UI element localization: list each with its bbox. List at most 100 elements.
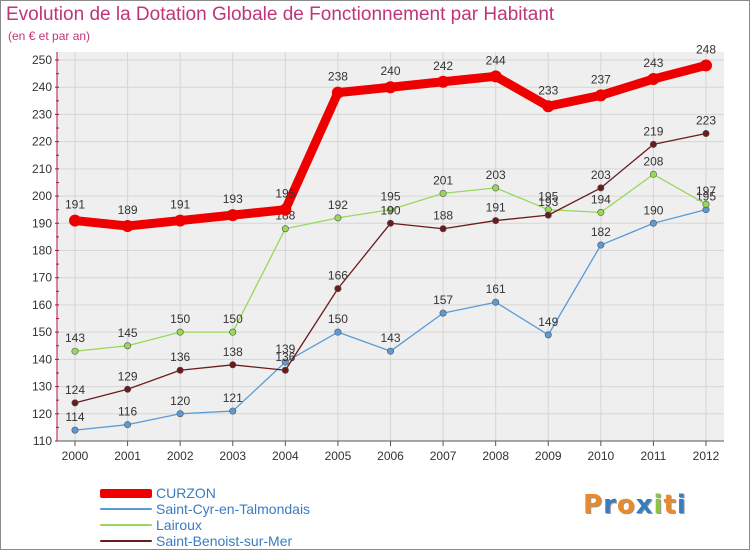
data-point <box>176 366 184 374</box>
x-tick-label: 2009 <box>535 449 562 463</box>
data-point <box>492 184 500 192</box>
data-label: 161 <box>486 282 506 296</box>
data-label: 237 <box>591 72 611 86</box>
y-tick-label: 110 <box>33 434 52 448</box>
data-point <box>439 309 447 317</box>
x-tick-label: 2001 <box>114 449 141 463</box>
data-label: 195 <box>538 190 558 204</box>
y-tick-label: 250 <box>32 53 52 67</box>
data-point <box>597 184 605 192</box>
data-label: 191 <box>486 201 506 215</box>
legend-label: Lairoux <box>156 517 202 533</box>
logo-letter: o <box>616 490 636 520</box>
data-label: 240 <box>380 64 400 78</box>
data-point <box>71 347 79 355</box>
data-label: 120 <box>170 394 190 408</box>
y-tick-label: 190 <box>32 216 52 230</box>
data-point <box>386 347 394 355</box>
data-point <box>334 214 342 222</box>
data-label: 149 <box>538 315 558 329</box>
data-point <box>176 410 184 418</box>
data-label: 233 <box>538 83 558 97</box>
data-label: 188 <box>433 209 453 223</box>
logo-letter: r <box>603 490 617 520</box>
data-label: 201 <box>433 173 453 187</box>
data-label: 150 <box>328 312 348 326</box>
data-point <box>281 366 289 374</box>
y-tick-label: 230 <box>32 107 52 121</box>
data-point <box>544 211 552 219</box>
logo-letter: P <box>583 490 604 520</box>
legend-item: Lairoux <box>100 517 202 533</box>
data-label: 150 <box>170 312 190 326</box>
proxiti-logo: Proxiti <box>583 490 687 520</box>
data-point <box>69 214 81 227</box>
chart-title: Evolution de la Dotation Globale de Fonc… <box>6 4 555 25</box>
data-point <box>176 328 184 336</box>
data-point <box>279 203 292 216</box>
data-label: 121 <box>223 391 243 405</box>
data-point <box>492 217 500 225</box>
data-label: 190 <box>380 203 400 217</box>
data-label: 191 <box>65 198 85 212</box>
y-tick-label: 220 <box>32 135 52 149</box>
data-point <box>386 206 394 214</box>
data-point <box>439 225 447 233</box>
y-tick-label: 200 <box>32 189 52 203</box>
legend-item: Saint-Cyr-en-Talmondais <box>100 501 310 517</box>
data-label: 190 <box>643 203 663 217</box>
data-label: 248 <box>696 42 716 56</box>
data-point <box>647 73 660 86</box>
data-label: 193 <box>538 195 558 209</box>
data-point <box>71 399 79 407</box>
y-tick-label: 130 <box>32 380 52 394</box>
series-saint-benoist-sur-mer: 124 129 136 138 136 166 190 188 191 193 203 219 223 <box>65 113 716 407</box>
data-label: 203 <box>486 168 506 182</box>
data-point <box>439 189 447 197</box>
y-tick-label: 120 <box>32 407 52 421</box>
y-tick-label: 150 <box>32 325 52 339</box>
data-label: 244 <box>486 53 506 67</box>
x-tick-label: 2005 <box>325 449 352 463</box>
y-tick-label: 170 <box>32 271 52 285</box>
x-tick-label: 2000 <box>62 449 89 463</box>
legend-swatch <box>100 488 152 498</box>
x-tick-label: 2003 <box>219 449 246 463</box>
data-point <box>121 220 134 233</box>
data-label: 203 <box>591 168 611 182</box>
legend-label: Saint-Benoist-sur-Mer <box>156 533 293 549</box>
y-tick-label: 180 <box>32 244 52 258</box>
data-label: 114 <box>65 410 84 424</box>
data-label: 242 <box>433 59 453 73</box>
data-point <box>649 140 657 148</box>
x-tick-label: 2006 <box>377 449 404 463</box>
data-label: 150 <box>223 312 243 326</box>
data-point <box>281 225 289 233</box>
legend-swatch <box>100 540 152 542</box>
y-tick-label: 160 <box>32 298 52 312</box>
data-point <box>700 59 712 72</box>
data-point <box>71 426 79 434</box>
legend-item: Saint-Benoist-sur-Mer <box>100 533 292 549</box>
x-tick-label: 2008 <box>482 449 509 463</box>
data-point <box>544 331 552 339</box>
data-label: 191 <box>170 198 190 212</box>
data-point <box>597 208 605 216</box>
legend-swatch <box>100 524 152 526</box>
x-tick-label: 2004 <box>272 449 299 463</box>
data-point <box>492 298 500 306</box>
data-label: 136 <box>170 350 190 364</box>
data-point <box>124 342 132 350</box>
data-point <box>124 385 132 393</box>
data-label: 138 <box>223 345 243 359</box>
data-label: 208 <box>643 154 663 168</box>
data-label: 194 <box>591 192 611 206</box>
y-tick-label: 240 <box>32 80 52 94</box>
data-point <box>334 285 342 293</box>
data-label: 136 <box>275 350 295 364</box>
data-point <box>229 328 237 336</box>
data-label: 192 <box>328 198 348 212</box>
data-point <box>542 100 555 113</box>
data-point <box>702 200 710 208</box>
